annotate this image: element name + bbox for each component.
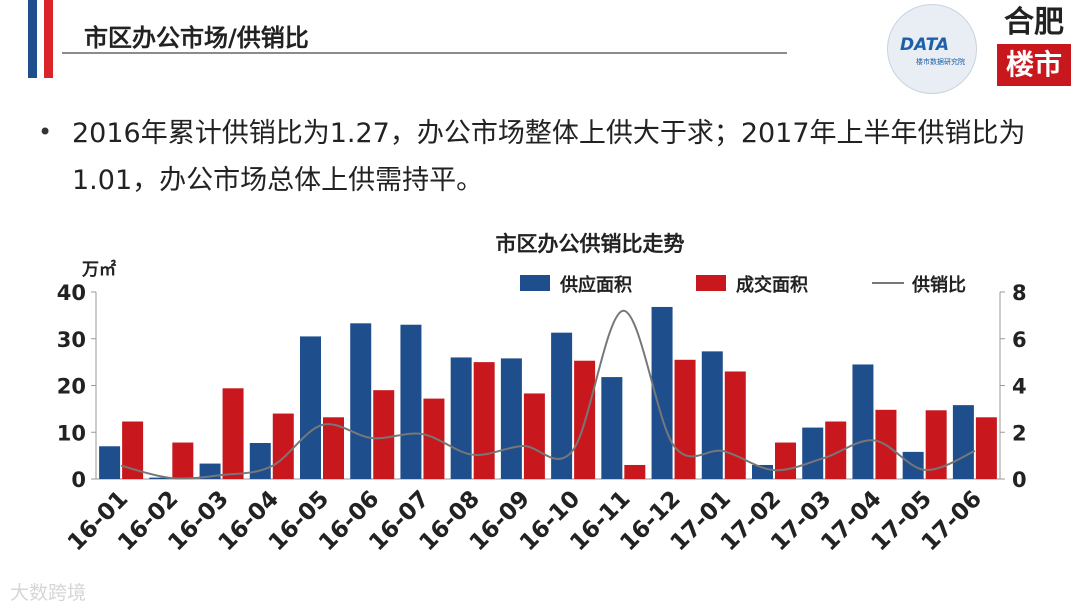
bar-supply (601, 377, 623, 479)
bar-supply (400, 324, 422, 479)
bar-deal (272, 413, 294, 479)
bar-supply (450, 357, 472, 479)
hefei-logo-bottom: 楼市 (997, 44, 1071, 86)
y-tick-label-left: 10 (57, 421, 86, 445)
bar-supply (802, 427, 824, 479)
legend-label-ratio: 供销比 (912, 275, 966, 296)
y-axis-unit-label: 万㎡ (82, 260, 116, 280)
bar-supply (952, 405, 974, 479)
bar-deal (775, 442, 796, 479)
bar-deal (523, 393, 545, 479)
bar-supply (701, 351, 723, 479)
legend-swatch-deal (696, 275, 726, 291)
y-tick-label-right: 4 (1012, 375, 1027, 399)
y-tick-label-right: 6 (1012, 328, 1027, 352)
bar-supply (300, 336, 321, 479)
bar-deal (925, 410, 947, 479)
y-tick-label-left: 0 (71, 468, 86, 492)
bar-deal (674, 359, 696, 479)
legend-swatch-ratio (872, 282, 904, 284)
bar-deal (724, 371, 746, 479)
bar-deal (975, 417, 997, 479)
bar-deal (222, 388, 244, 479)
title-accent-red (44, 0, 53, 78)
y-tick-label-left: 20 (57, 375, 86, 399)
y-tick-label-left: 40 (57, 281, 86, 305)
kdata-logo: DATA 楼市数据研究院 (887, 4, 977, 94)
summary-bullet-text: 2016年累计供销比为1.27，办公市场整体上供大于求；2017年上半年供销比为… (72, 118, 1026, 196)
bar-deal (373, 390, 395, 479)
page-title: 市区办公市场/供销比 (84, 24, 309, 52)
bar-supply (249, 443, 271, 479)
kdata-logo-subtext: 楼市数据研究院 (916, 58, 965, 66)
bar-supply (551, 332, 573, 479)
y-tick-label-right: 2 (1012, 421, 1027, 445)
series-line-ratio (120, 309, 976, 480)
bar-deal (323, 417, 344, 479)
legend-swatch-supply (520, 275, 550, 291)
hefei-loushi-logo: 合肥 楼市 (989, 2, 1079, 92)
bar-deal (473, 362, 495, 479)
y-tick-label-right: 8 (1012, 281, 1027, 305)
bar-supply (99, 446, 121, 479)
bar-deal (122, 421, 144, 479)
legend-label-deal: 成交面积 (736, 275, 808, 296)
bar-supply (852, 364, 874, 479)
title-accent-blue (28, 0, 37, 78)
bar-supply (149, 477, 171, 479)
kdata-logo-text: DATA (900, 35, 950, 55)
bar-deal (172, 442, 194, 479)
watermark-text: 大数跨境 (10, 582, 87, 604)
chart-title: 市区办公供销比走势 (495, 232, 685, 256)
y-tick-label-right: 0 (1012, 468, 1027, 492)
bar-supply (651, 306, 673, 479)
bar-deal (624, 464, 646, 479)
legend-label-supply: 供应面积 (560, 275, 632, 296)
y-tick-label-left: 30 (57, 328, 86, 352)
bar-supply (500, 358, 522, 479)
hefei-logo-top: 合肥 (1004, 5, 1064, 40)
bar-deal (825, 421, 847, 479)
bullet-marker: • (38, 118, 53, 146)
bar-supply (350, 323, 372, 479)
title-divider (62, 52, 787, 54)
